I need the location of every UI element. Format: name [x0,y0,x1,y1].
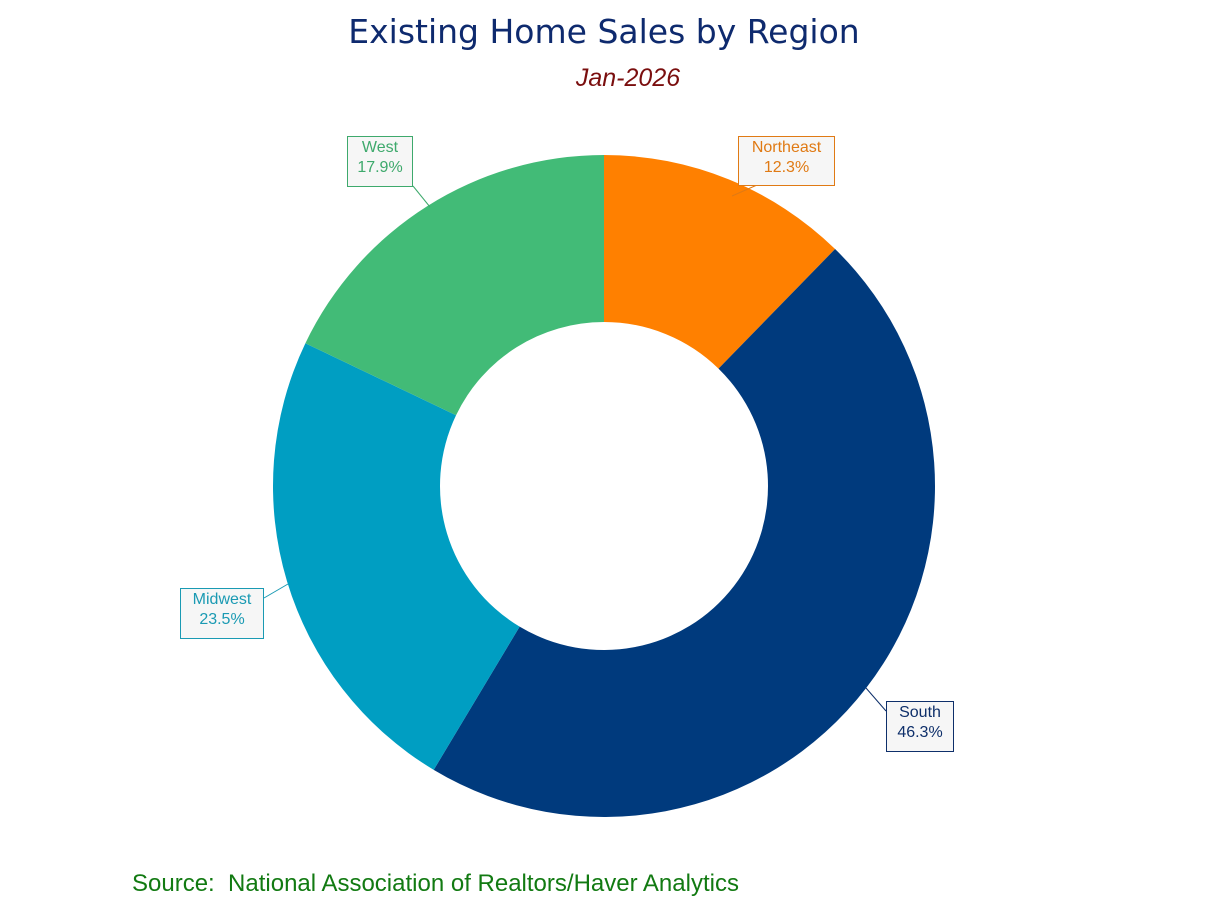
leader-line-midwest [263,583,289,599]
chart-subtitle: Jan-2026 [575,64,681,92]
chart-title: Existing Home Sales by Region [348,12,860,51]
callout-midwest: Midwest 23.5% [180,588,264,639]
callout-percent: 46.3% [897,724,943,741]
callout-name: Northeast [751,139,822,156]
callout-name: South [899,704,941,721]
slice-west [305,155,604,416]
callout-south: South 46.3% [886,701,954,752]
slice-south [433,249,935,818]
callout-name: Midwest [192,591,252,608]
leader-line-south [865,687,887,712]
callout-percent: 17.9% [357,159,403,176]
donut-slices [272,155,935,818]
slice-midwest [272,343,520,770]
leader-line-west [412,185,431,208]
slice-northeast [604,155,836,369]
source-note: Source: National Association of Realtors… [132,870,739,897]
callout-name: West [361,139,399,156]
callout-percent: 23.5% [199,611,245,628]
callout-northeast: Northeast 12.3% [738,136,835,186]
callout-percent: 12.3% [763,159,810,176]
callout-leader-lines [263,184,887,712]
leader-line-northeast [731,184,758,197]
callout-west: West 17.9% [347,136,413,187]
